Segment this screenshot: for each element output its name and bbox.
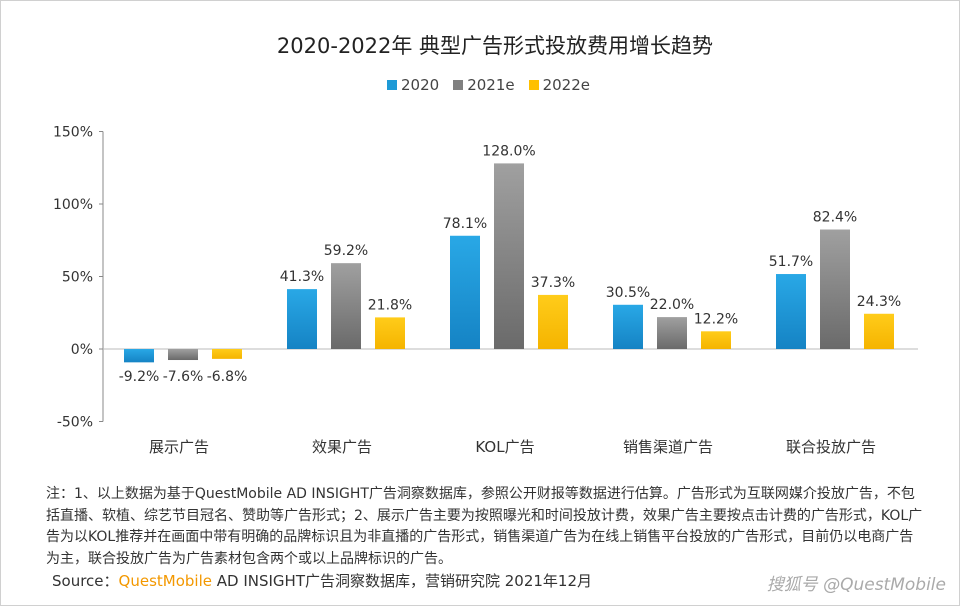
data-label: 12.2%	[694, 311, 738, 327]
data-label: 24.3%	[857, 294, 901, 310]
data-label: -9.2%	[119, 369, 160, 385]
bar-2022e-3	[701, 331, 731, 349]
bar-2020-2	[450, 235, 480, 349]
bar-2020-3	[613, 304, 643, 349]
bar-2020-1	[287, 289, 317, 349]
legend-item-2021e: 2021e	[453, 76, 515, 94]
bar-2020-0	[124, 349, 154, 363]
y-tick-label: 50%	[62, 270, 93, 286]
data-label: -7.6%	[163, 369, 204, 385]
legend-swatch	[528, 80, 539, 90]
x-tick-label: KOL广告	[475, 438, 534, 456]
data-label: 37.3%	[531, 275, 575, 291]
x-tick-label: 联合投放广告	[786, 438, 876, 456]
legend-label: 2022e	[542, 76, 590, 94]
legend-item-2020: 2020	[387, 76, 439, 94]
legend-label: 2020	[401, 76, 440, 94]
bar-2021e-1	[331, 263, 361, 349]
legend-swatch	[453, 80, 464, 90]
data-label: 51.7%	[769, 254, 813, 270]
watermark: 搜狐号 @QuestMobile	[766, 575, 946, 595]
bar-2020-4	[776, 274, 806, 349]
x-tick-label: 展示广告	[149, 438, 209, 456]
source-prefix: Source：	[52, 572, 119, 590]
data-label: 128.0%	[482, 143, 535, 159]
data-label: 78.1%	[443, 216, 487, 232]
bar-chart: -50% 0% 50% 100% 150% 展示广告 -9.2% -7.6% -6.8% 效果广告…	[53, 125, 918, 456]
x-tick-label: 效果广告	[312, 438, 372, 456]
source-line: Source：QuestMobile AD INSIGHT广告洞察数据库，营销研…	[52, 570, 592, 591]
data-label: 82.4%	[813, 210, 857, 226]
legend: 2020 2021e 2022e	[387, 76, 590, 94]
y-tick-label: 150%	[53, 125, 93, 141]
bar-2021e-0	[168, 349, 198, 361]
source-rest: AD INSIGHT广告洞察数据库，营销研究院 2021年12月	[211, 572, 593, 590]
legend-swatch	[387, 80, 397, 90]
data-label: 41.3%	[280, 269, 324, 285]
bar-2022e-0	[212, 349, 242, 359]
bar-2022e-1	[375, 317, 405, 349]
bar-2022e-4	[864, 313, 894, 349]
data-label: 22.0%	[650, 297, 694, 313]
data-label: 30.5%	[606, 285, 650, 301]
bar-2021e-3	[657, 317, 687, 349]
data-label: 59.2%	[324, 243, 368, 259]
x-tick-label: 销售渠道广告	[623, 438, 713, 456]
y-tick-label: 0%	[71, 342, 93, 358]
bar-2022e-2	[538, 294, 568, 349]
legend-label: 2021e	[467, 76, 515, 94]
source-brand: QuestMobile	[118, 572, 212, 590]
footnote: 注：1、以上数据为基于QuestMobile AD INSIGHT广告洞察数据库…	[46, 486, 923, 567]
legend-item-2022e: 2022e	[528, 76, 590, 94]
data-label: -6.8%	[207, 369, 248, 385]
chart-title: 2020-2022年 典型广告形式投放费用增长趋势	[276, 34, 714, 58]
data-label: 21.8%	[368, 297, 412, 313]
bar-2021e-4	[820, 229, 850, 349]
y-tick-label: -50%	[57, 415, 93, 431]
bar-2021e-2	[494, 163, 524, 349]
y-tick-label: 100%	[53, 197, 93, 213]
